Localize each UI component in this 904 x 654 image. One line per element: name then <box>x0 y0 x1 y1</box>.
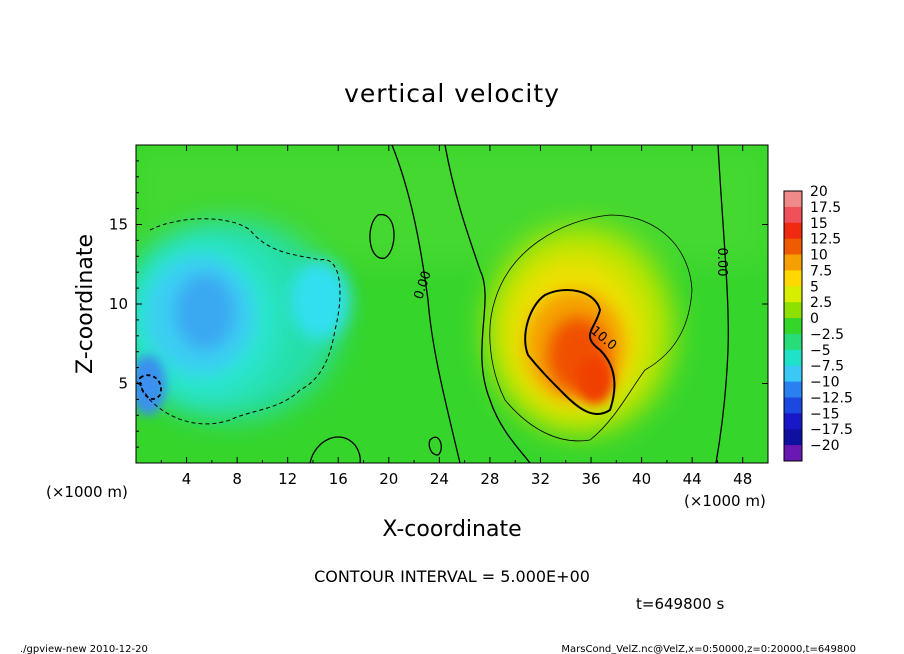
colorbar-label: 17.5 <box>810 200 841 216</box>
footer-right: MarsCond_VelZ.nc@VelZ,x=0:50000,z=0:2000… <box>561 644 856 654</box>
colorbar-swatch <box>784 286 802 303</box>
colorbar-swatch <box>784 302 802 319</box>
colorbar-label: −5 <box>810 343 831 359</box>
x-axis-ticks: 4 8 12 16 20 24 28 32 36 40 44 48 <box>160 145 752 488</box>
colorbar-swatch <box>784 429 802 446</box>
x-tick-label: 20 <box>379 470 398 488</box>
colorbar-label: 15 <box>810 216 828 232</box>
contour-zero-left <box>391 145 461 463</box>
colorbar-swatch <box>784 270 802 287</box>
colorbar-swatch <box>784 413 802 430</box>
x-tick-label: 36 <box>581 470 600 488</box>
colorbar-swatch <box>784 206 802 224</box>
colorbar-frame <box>783 190 803 462</box>
contour-label: 0.00 <box>714 248 729 277</box>
updraft-region-core-low <box>577 356 613 404</box>
y-axis-ticks: 5 10 15 <box>109 160 768 448</box>
x-unit-right: (×1000 m) <box>684 492 766 510</box>
x-tick-label: 32 <box>531 470 550 488</box>
y-tick-label: 5 <box>118 375 128 393</box>
colorbar-label: 12.5 <box>810 232 841 248</box>
colorbar-swatch <box>784 318 802 335</box>
colorbar-label: 0 <box>810 311 819 327</box>
y-tick-label: 10 <box>109 295 128 313</box>
colorbar-label: 10 <box>810 248 828 264</box>
x-tick-label: 4 <box>182 470 192 488</box>
contours <box>136 145 729 463</box>
contour-low-blob-1 <box>309 436 361 463</box>
colorbar-label: −7.5 <box>810 359 844 375</box>
contour-low-blob-2 <box>428 436 442 456</box>
colorbar-label: −10 <box>810 375 840 391</box>
downdraft-region-right <box>290 260 350 340</box>
colorbar-swatch <box>784 333 802 351</box>
downdraft-region-core <box>175 274 235 350</box>
contour-downdraft-inner <box>139 374 162 400</box>
heatmap-field <box>136 145 768 463</box>
contour-zero-mid <box>444 145 531 463</box>
contour-updraft-10 <box>524 289 616 415</box>
colorbar-swatch <box>784 222 802 240</box>
x-tick-label: 44 <box>683 470 702 488</box>
colorbar-label: −12.5 <box>810 390 853 406</box>
colorbar-label: 2.5 <box>810 295 832 311</box>
colorbar-swatch <box>784 365 802 383</box>
colorbar-label: −17.5 <box>810 422 853 438</box>
x-tick-label: 48 <box>733 470 752 488</box>
downdraft-region-edge <box>136 355 166 415</box>
contour-interval: CONTOUR INTERVAL = 5.000E+00 <box>314 567 590 586</box>
y-tick-label: 15 <box>109 216 128 234</box>
x-axis-label: X-coordinate <box>382 517 521 542</box>
colorbar-label: −2.5 <box>810 327 844 343</box>
colorbar-swatch <box>784 349 802 367</box>
x-tick-label: 28 <box>480 470 499 488</box>
colorbar-label: 7.5 <box>810 263 832 279</box>
colorbar-label: 5 <box>810 279 819 295</box>
x-tick-label: 40 <box>632 470 651 488</box>
colorbar-label: −20 <box>810 438 840 454</box>
colorbar-swatch <box>784 238 802 256</box>
x-tick-label: 8 <box>232 470 242 488</box>
contour-zero-right <box>715 145 729 463</box>
contour-zero-blob <box>369 214 395 259</box>
y-axis-label: Z-coordinate <box>73 234 98 374</box>
footer-left: ./gpview-new 2010-12-20 <box>20 644 148 654</box>
x-unit-left: (×1000 m) <box>46 483 128 501</box>
colorbar-swatch <box>784 191 802 208</box>
time-label: t=649800 s <box>636 595 724 613</box>
contour-updraft-5 <box>489 214 693 442</box>
colorbar-label: −15 <box>810 406 840 422</box>
colorbar-swatch <box>784 254 802 271</box>
colorbar-label: 20 <box>810 184 828 200</box>
colorbar-swatch <box>784 381 802 398</box>
x-tick-label: 12 <box>278 470 297 488</box>
colorbar: 2017.51512.5107.552.50−2.5−5−7.5−10−12.5… <box>783 184 853 462</box>
chart-title: vertical velocity <box>344 79 560 108</box>
x-tick-label: 16 <box>329 470 348 488</box>
colorbar-swatch <box>784 445 802 462</box>
colorbar-swatch <box>784 397 802 414</box>
x-tick-label: 24 <box>430 470 449 488</box>
